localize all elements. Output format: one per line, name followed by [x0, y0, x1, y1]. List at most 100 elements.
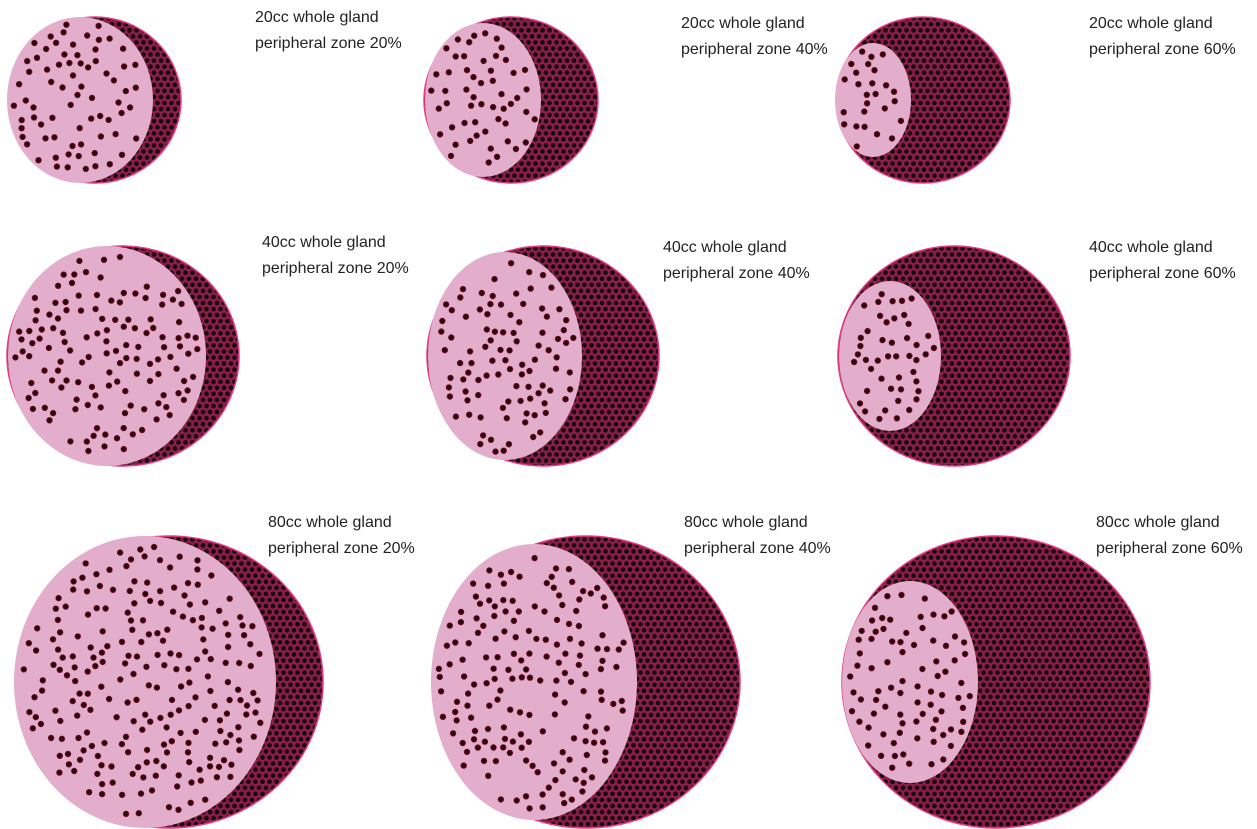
peripheral-dot	[906, 760, 913, 767]
peripheral-dot	[947, 742, 955, 750]
peripheral-dot	[189, 373, 197, 381]
peripheral-dot	[526, 805, 533, 812]
peripheral-dot	[934, 672, 941, 680]
peripheral-dot	[74, 91, 81, 99]
peripheral-dot	[98, 649, 106, 656]
peripheral-dot	[541, 400, 548, 407]
peripheral-dot	[553, 354, 560, 361]
peripheral-dot	[486, 567, 493, 574]
peripheral-dot	[65, 151, 72, 158]
peripheral-dot	[510, 329, 517, 337]
peripheral-dot	[442, 87, 449, 95]
peripheral-dot	[448, 307, 455, 314]
peripheral-dot	[555, 659, 562, 666]
peripheral-dot	[143, 759, 150, 766]
peripheral-dot	[70, 767, 78, 775]
peripheral-dot	[501, 628, 508, 635]
peripheral-dot	[77, 60, 84, 67]
peripheral-dot	[895, 374, 903, 381]
peripheral-dot	[566, 386, 574, 393]
peripheral-zone-dots	[840, 48, 905, 150]
peripheral-dot	[500, 724, 508, 731]
peripheral-dot	[563, 317, 570, 324]
peripheral-dot	[66, 347, 74, 354]
peripheral-dot	[555, 592, 563, 599]
peripheral-dot	[22, 97, 29, 104]
peripheral-dot	[56, 752, 63, 759]
peripheral-dot	[84, 668, 91, 675]
peripheral-dot	[41, 367, 48, 374]
peripheral-dot	[479, 432, 487, 439]
peripheral-dot	[561, 669, 569, 677]
peripheral-dot	[545, 347, 552, 354]
peripheral-dot	[92, 162, 99, 170]
peripheral-dot	[85, 447, 92, 455]
peripheral-dot	[922, 351, 929, 358]
peripheral-dot	[54, 315, 62, 322]
peripheral-dot	[572, 776, 579, 783]
peripheral-dot	[109, 779, 116, 786]
peripheral-dot	[573, 607, 580, 615]
peripheral-dot	[930, 611, 937, 618]
peripheral-dot	[118, 740, 126, 748]
peripheral-dot	[856, 650, 863, 657]
peripheral-dot	[887, 385, 895, 392]
peripheral-dot	[42, 135, 49, 142]
peripheral-dot	[523, 108, 530, 116]
peripheral-dot	[71, 271, 78, 278]
peripheral-dot	[955, 694, 962, 702]
peripheral-dot	[882, 82, 890, 89]
peripheral-dot	[146, 360, 154, 367]
peripheral-dot	[39, 677, 46, 684]
peripheral-dot	[865, 724, 872, 731]
peripheral-dot	[510, 617, 518, 624]
peripheral-dot	[441, 346, 448, 354]
peripheral-dot	[160, 344, 168, 351]
peripheral-dot	[123, 354, 130, 362]
peripheral-dot	[519, 361, 526, 368]
peripheral-dot	[472, 593, 480, 600]
peripheral-dot	[133, 355, 140, 363]
peripheral-dot	[63, 21, 70, 28]
peripheral-dot	[565, 565, 573, 573]
peripheral-dot	[250, 733, 257, 740]
peripheral-dot	[575, 661, 582, 669]
peripheral-dot	[884, 593, 891, 600]
peripheral-dot	[518, 744, 525, 751]
peripheral-dot	[220, 757, 228, 764]
peripheral-dot	[459, 656, 466, 663]
peripheral-dot	[68, 279, 76, 287]
peripheral-dot	[897, 711, 904, 718]
peripheral-dot	[482, 128, 489, 135]
peripheral-dot	[597, 688, 605, 695]
peripheral-dot	[865, 60, 872, 68]
peripheral-dot	[111, 316, 119, 323]
peripheral-dot	[857, 334, 864, 341]
peripheral-dot	[867, 365, 875, 373]
peripheral-dot	[462, 313, 470, 320]
peripheral-dot	[142, 590, 149, 598]
peripheral-dot	[505, 666, 512, 673]
peripheral-dot	[106, 369, 113, 376]
peripheral-dot	[516, 319, 523, 326]
peripheral-dot	[603, 645, 611, 653]
peripheral-dot	[256, 650, 263, 658]
peripheral-dot	[523, 86, 530, 93]
peripheral-dot	[175, 651, 183, 659]
peripheral-dot	[576, 652, 584, 659]
peripheral-dot	[848, 708, 856, 715]
peripheral-dot	[585, 713, 592, 720]
peripheral-dot	[857, 342, 864, 350]
peripheral-dot	[618, 697, 625, 705]
peripheral-dot	[930, 344, 938, 352]
peripheral-dot	[914, 735, 921, 742]
peripheral-dot	[224, 631, 232, 638]
peripheral-dot	[464, 397, 471, 404]
peripheral-dot	[526, 674, 534, 681]
peripheral-dot	[541, 608, 548, 615]
peripheral-dot	[92, 57, 99, 65]
panel-label-line2: peripheral zone 60%	[1096, 540, 1243, 557]
peripheral-dot	[223, 710, 231, 717]
peripheral-dot	[181, 592, 188, 599]
peripheral-dot	[129, 431, 136, 438]
